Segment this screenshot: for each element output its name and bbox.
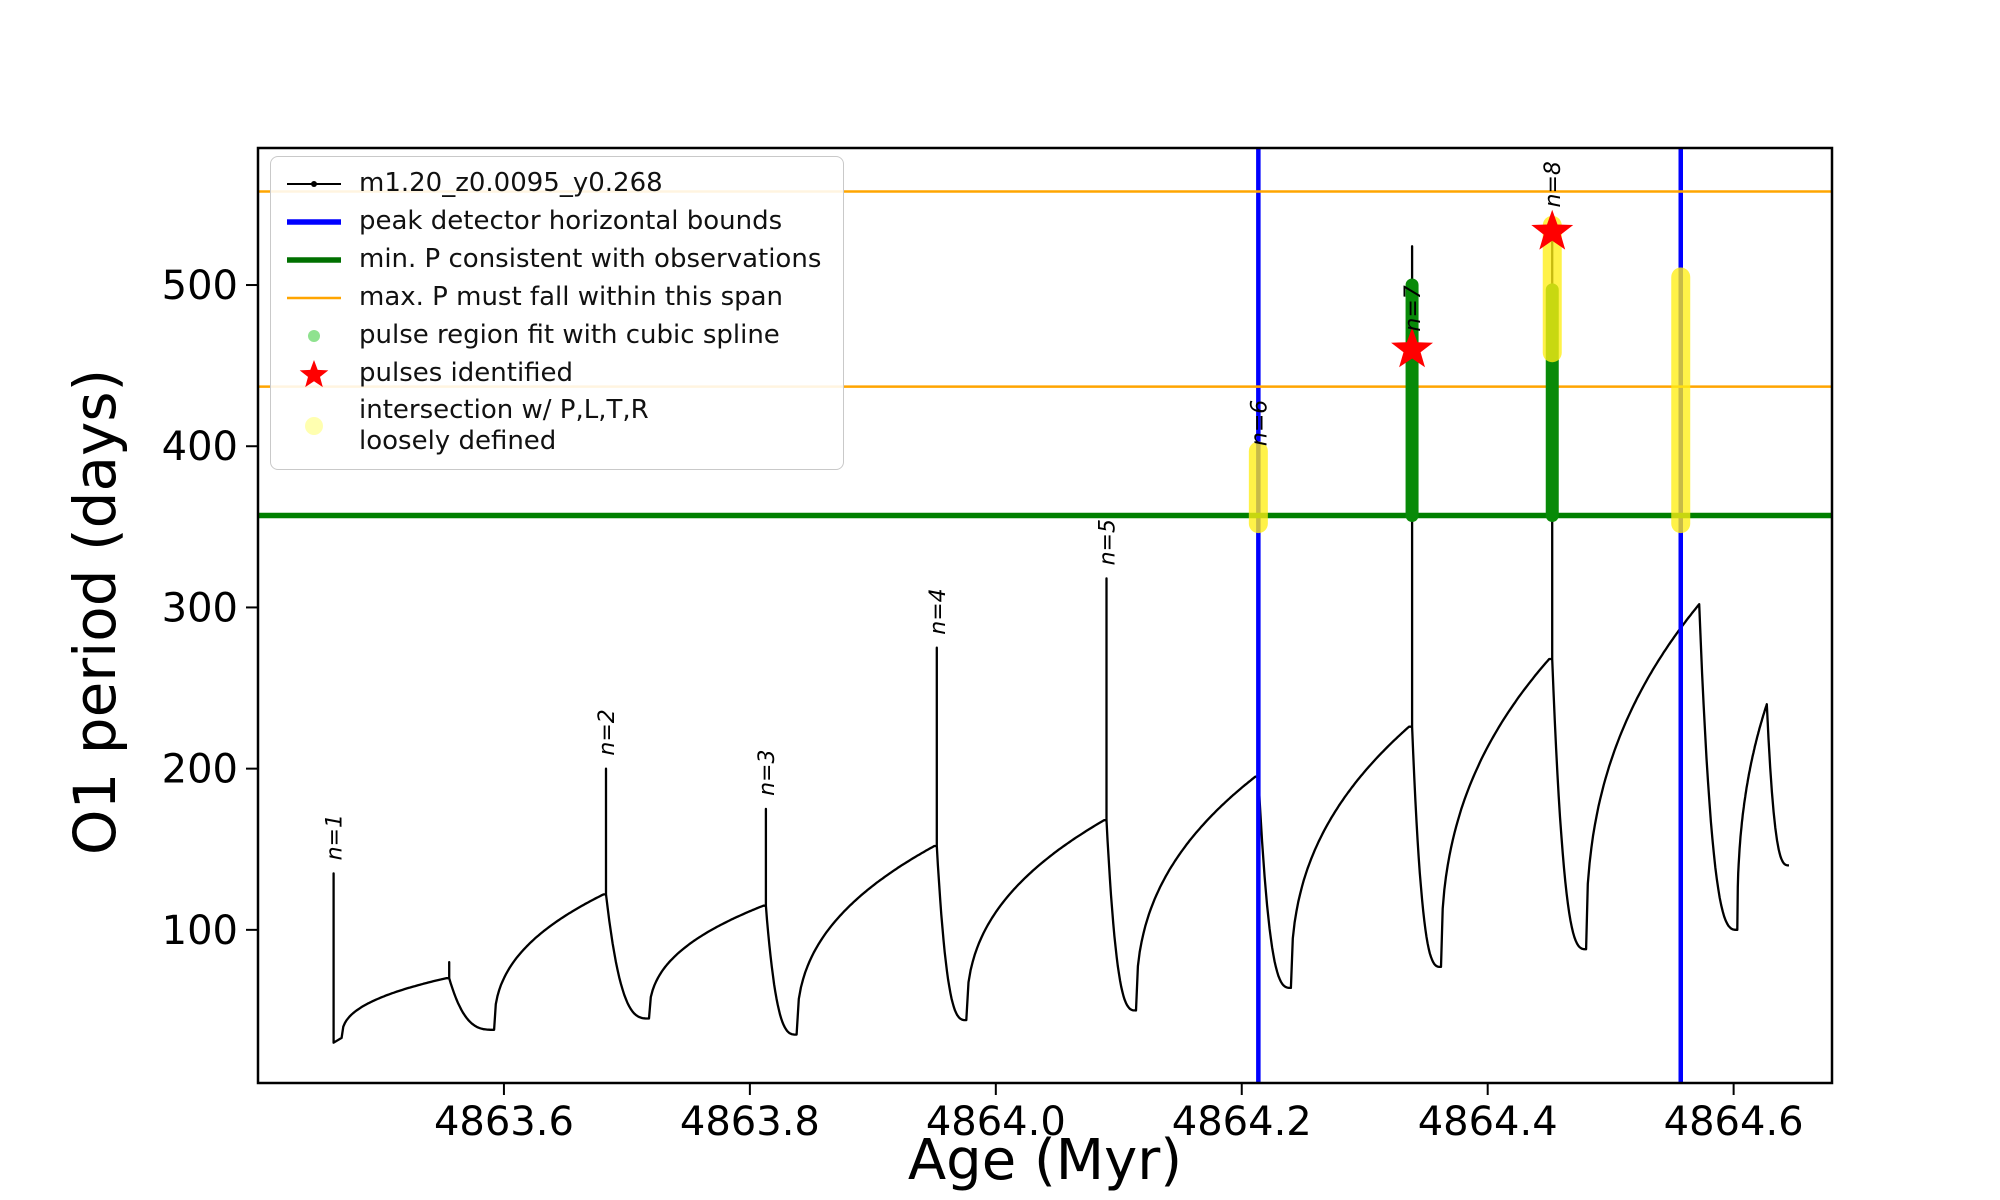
legend-entry-label: max. P must fall within this span [359, 282, 784, 313]
spike-label: n=1 [323, 814, 348, 860]
thick-line-sample [287, 257, 341, 263]
legend-entry-4: max. P must fall within this span [285, 281, 821, 315]
legend-entry-7: intersection w/ P,L,T,R loosely defined [285, 395, 821, 457]
x-tick-label: 4863.6 [434, 1099, 574, 1145]
legend-entry-3: min. P consistent with observations [285, 243, 821, 277]
x-tick-label: 4864.6 [1664, 1099, 1804, 1145]
y-tick-label: 500 [162, 263, 238, 309]
pulse-star-icon [1531, 209, 1574, 250]
spike-label: n=5 [1096, 519, 1121, 565]
y-tick-label: 100 [162, 908, 238, 954]
star-sample [299, 360, 329, 388]
x-axis-label: Age (Myr) [907, 1128, 1183, 1193]
legend-entry-1: m1.20_z0.0095_y0.268 [285, 167, 821, 201]
line-dot-sample [287, 181, 341, 187]
series-curve [332, 224, 1790, 1044]
legend-entry-label: min. P consistent with observations [359, 244, 822, 275]
legend-entry-5: pulse region fit with cubic spline [285, 319, 821, 353]
thick-line-sample [287, 219, 341, 225]
legend-entry-label: intersection w/ P,L,T,R loosely defined [359, 395, 649, 457]
x-tick-label: 4864.4 [1418, 1099, 1558, 1145]
spike-label: n=8 [1541, 161, 1566, 207]
dot-sample [308, 330, 320, 342]
spike-label: n=7 [1401, 285, 1426, 331]
x-tick-label: 4864.2 [1172, 1099, 1312, 1145]
legend-entry-2: peak detector horizontal bounds [285, 205, 821, 239]
axes-frame [256, 146, 1834, 1085]
legend-entry-label: pulses identified [359, 358, 574, 389]
legend-entry-label: pulse region fit with cubic spline [359, 320, 780, 351]
x-tick-label: 4863.8 [680, 1099, 820, 1145]
legend-entry-6: pulses identified [285, 357, 821, 391]
y-tick-label: 200 [162, 747, 238, 793]
y-tick-label: 300 [162, 585, 238, 631]
spike-label: n=3 [755, 750, 780, 796]
spike-label: n=4 [926, 588, 951, 634]
dot-sample [305, 417, 323, 436]
x-tick-label: 4864.0 [926, 1099, 1066, 1145]
y-axis-label: O1 period (days) [61, 368, 129, 856]
thin-line-sample [287, 296, 341, 300]
legend-entry-label: m1.20_z0.0095_y0.268 [359, 168, 663, 199]
y-tick-label: 400 [162, 424, 238, 470]
legend-entry-label: peak detector horizontal bounds [359, 206, 783, 237]
spike-label: n=2 [595, 709, 620, 755]
spike-label: n=6 [1247, 400, 1272, 446]
pulse-star-icon [1391, 327, 1433, 368]
